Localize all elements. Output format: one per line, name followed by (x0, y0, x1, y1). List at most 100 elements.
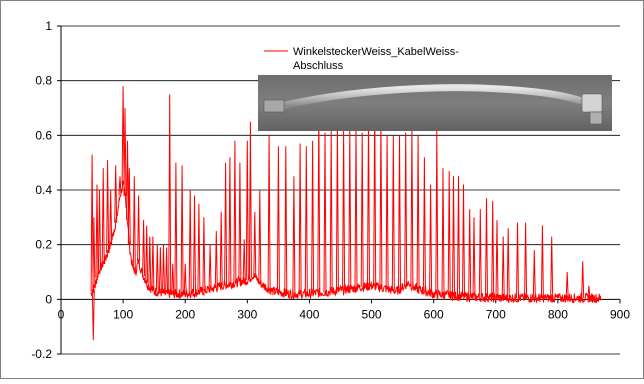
axis-layer (57, 25, 621, 355)
series-peak (501, 236, 505, 299)
y-tick-label: 0.2 (35, 238, 52, 252)
x-tick-label: 300 (237, 307, 257, 321)
series-peak (171, 263, 175, 294)
legend-label-line-2: Abschluss (293, 60, 344, 72)
series-peak (92, 217, 96, 289)
series-peak (197, 203, 201, 292)
series-peak (422, 157, 426, 292)
series-peak (478, 209, 482, 298)
x-tick-label: 0 (58, 307, 65, 321)
photo-straight-plug (263, 99, 285, 113)
series-peak (188, 189, 192, 294)
series-peak (447, 170, 451, 296)
series-peak (123, 107, 127, 197)
series-peak (587, 285, 591, 299)
series-peak (95, 184, 99, 278)
series-peak (137, 195, 141, 262)
series-peak (248, 121, 252, 278)
series-peak (106, 159, 110, 253)
series-peak (101, 168, 105, 264)
series-peak (452, 176, 455, 296)
series-peak (114, 165, 118, 223)
series-peak (142, 220, 146, 277)
series-peak (145, 225, 149, 283)
series-peak (202, 217, 206, 292)
series-peak (391, 135, 395, 291)
series-peak (462, 184, 465, 297)
series-peak (98, 189, 101, 270)
series-peak (284, 146, 288, 294)
series-peak (214, 230, 218, 288)
x-tick-label: 900 (610, 307, 630, 321)
photo-angled-plug (581, 93, 603, 113)
series-peak (91, 289, 95, 341)
series-peak (109, 189, 113, 245)
series-line (90, 180, 602, 304)
photo-angled-plug-tip (589, 111, 603, 125)
y-tick-label: 0.6 (35, 128, 52, 142)
series-peak (126, 140, 129, 221)
series-peak (127, 168, 131, 245)
legend-box (258, 40, 470, 74)
series-peak (155, 244, 159, 292)
series-peak (180, 165, 184, 294)
legend-label-line-1: WinkelsteckerWeiss_KabelWeiss- (293, 46, 459, 58)
series-layer (90, 86, 602, 341)
series-peak (404, 132, 408, 286)
series-peak (276, 146, 280, 293)
series-peak (158, 247, 162, 293)
series-peak (524, 222, 528, 299)
series-peak (298, 143, 302, 294)
series-peak (398, 135, 401, 290)
series-peak (151, 236, 155, 291)
series-peak (162, 244, 165, 294)
series-peak (485, 198, 488, 298)
series-peak (468, 209, 472, 297)
series-peak (118, 176, 122, 196)
series-peak (516, 222, 519, 299)
series-peak (224, 162, 228, 286)
series-peak (121, 86, 125, 185)
series-peak (233, 140, 237, 283)
series-peak (304, 146, 308, 294)
series-peak (90, 154, 94, 292)
tick-label-layer: -0.2 0 0.2 0.4 0.6 0.8 1 0 100 200 300 400 500 600 700… (31, 19, 630, 361)
series-peak (238, 162, 242, 282)
series-peak (565, 271, 569, 299)
x-tick-label: 800 (548, 307, 568, 321)
series-peak (258, 189, 262, 283)
photo-cable (278, 84, 594, 110)
series-peak (148, 236, 152, 288)
series-peak (491, 200, 495, 298)
cable-photo-image (258, 75, 612, 131)
series-peak (228, 157, 232, 285)
series-peak (472, 217, 476, 298)
series-peak (581, 261, 585, 299)
y-tick-label: 0 (45, 292, 52, 306)
series-peak (385, 135, 389, 290)
series-peak (292, 176, 296, 294)
photo-background (258, 75, 612, 131)
series-peak (267, 135, 271, 290)
series-peak (174, 162, 178, 294)
series-peak (132, 176, 136, 270)
series-peak (506, 228, 510, 299)
y-tick-label: 1 (45, 19, 52, 33)
series-peak (242, 239, 246, 281)
x-tick-label: 200 (175, 307, 195, 321)
series-peak (208, 244, 212, 290)
series-peak (532, 250, 536, 299)
series-peak (165, 247, 169, 294)
y-tick-label: -0.2 (31, 347, 52, 361)
y-tick-label: 0.8 (35, 74, 52, 88)
series-peak (457, 176, 460, 297)
series-peak (168, 94, 172, 294)
series-peak (550, 236, 554, 299)
x-tick-label: 100 (113, 307, 133, 321)
series-peak (253, 211, 257, 277)
x-tick-label: 600 (424, 307, 444, 321)
series-peak (416, 135, 420, 290)
series-peak (323, 132, 327, 293)
x-tick-label: 500 (362, 307, 382, 321)
